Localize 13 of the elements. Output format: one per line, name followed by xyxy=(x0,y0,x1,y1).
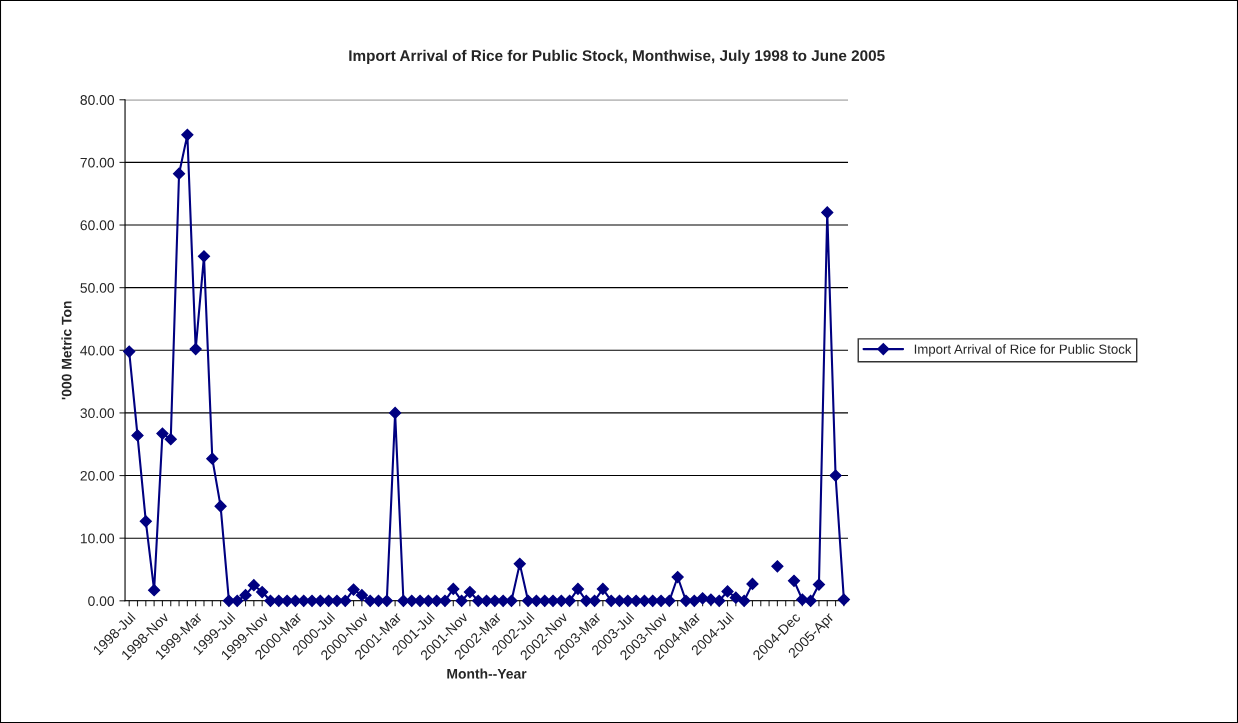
y-axis-title: '000 Metric Ton xyxy=(61,301,72,400)
y-tick-label: 10.00 xyxy=(80,533,115,544)
y-tick-label: 0.00 xyxy=(88,596,115,606)
y-tick-label: 50.00 xyxy=(80,283,115,293)
y-tick-label: 40.00 xyxy=(80,345,115,356)
chart-title: Import Arrival of Rice for Public Stock, Monthwise, July 1998 to June 2005 xyxy=(349,49,885,65)
y-tick-label: 80.00 xyxy=(80,95,115,105)
y-tick-label: 70.00 xyxy=(80,157,115,168)
y-tick-label: 60.00 xyxy=(80,220,115,231)
x-axis-title: Month--Year xyxy=(447,668,527,679)
y-tick-label: 20.00 xyxy=(80,470,115,481)
y-tick-label: 30.00 xyxy=(80,408,115,419)
legend-label: Import Arrival of Rice for Public Stock xyxy=(914,344,1132,357)
